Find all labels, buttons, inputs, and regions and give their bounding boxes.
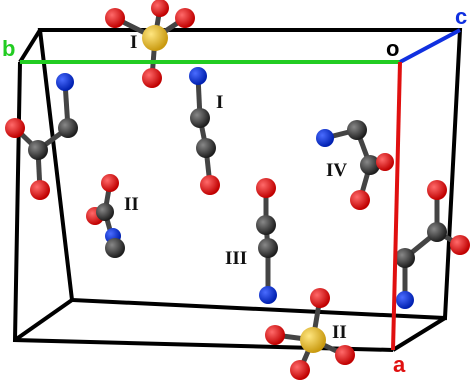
axis-label: b <box>2 36 15 61</box>
atom <box>142 68 162 88</box>
edge <box>391 316 447 352</box>
molecule-label: I <box>130 32 137 53</box>
molecule-label: IV <box>326 160 347 181</box>
atom <box>142 25 168 51</box>
atom <box>189 67 207 85</box>
atom <box>360 155 380 175</box>
atom <box>101 174 119 192</box>
atom <box>196 138 216 158</box>
atom <box>5 118 25 138</box>
c-axis <box>399 28 461 64</box>
axis-label: c <box>455 4 467 29</box>
atom <box>96 203 114 221</box>
unit-cell <box>12 28 463 352</box>
atom <box>376 153 394 171</box>
atom <box>175 8 195 28</box>
origin-label: o <box>386 36 399 61</box>
atom <box>28 140 48 160</box>
atom <box>58 118 78 138</box>
atom <box>259 286 277 304</box>
atom <box>200 175 220 195</box>
atom <box>316 129 334 147</box>
atom <box>290 360 310 380</box>
atom <box>105 238 125 258</box>
axis-label: a <box>393 352 406 377</box>
atom <box>190 108 210 128</box>
atom <box>396 291 414 309</box>
a-axis <box>391 61 402 351</box>
atom <box>56 73 74 91</box>
atom <box>347 120 367 140</box>
atom <box>30 180 50 200</box>
atom <box>256 215 276 235</box>
atom <box>300 327 326 353</box>
atom <box>256 178 276 198</box>
atom <box>427 180 447 200</box>
molecule-label: I <box>216 92 223 113</box>
atom <box>151 0 169 17</box>
atom <box>105 8 125 28</box>
molecule-label: III <box>225 248 247 269</box>
atom <box>335 345 355 365</box>
atom <box>310 288 330 308</box>
atoms <box>5 0 470 380</box>
edge <box>13 298 74 342</box>
molecule-label: II <box>332 322 347 343</box>
atom <box>350 190 370 210</box>
atom <box>427 222 447 242</box>
edge <box>18 28 42 64</box>
atom <box>265 325 285 345</box>
molecule-label: II <box>124 194 139 215</box>
atom <box>258 238 278 258</box>
atom <box>395 248 415 268</box>
atom <box>450 235 470 255</box>
